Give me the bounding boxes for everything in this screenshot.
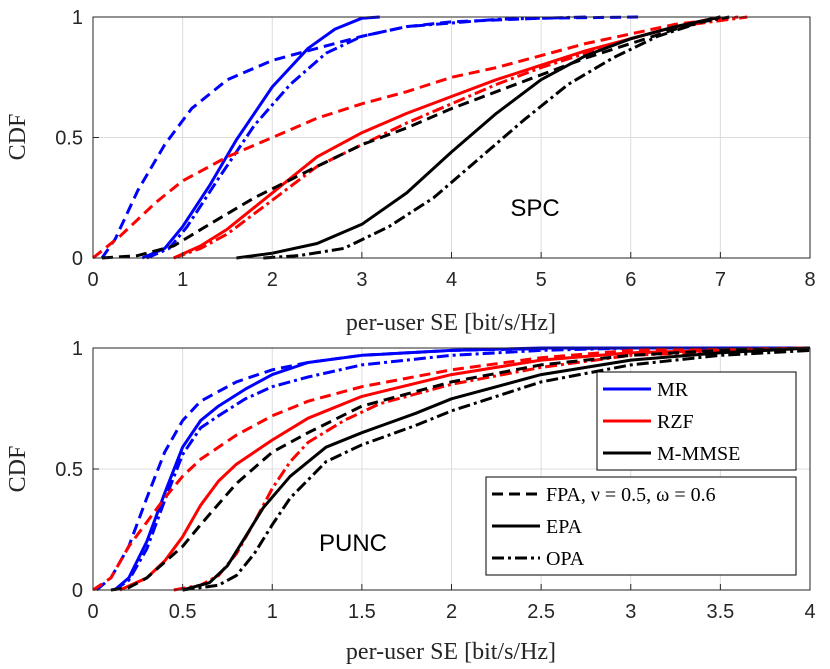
- punc-x-tick-label: 1: [267, 601, 278, 623]
- punc-series-rzf-epa: [119, 346, 811, 592]
- spc-x-tick-label: 2: [267, 269, 278, 291]
- punc-x-ticks: 0 0.5 1 1.5 2 2.5 3 3.5 4: [87, 584, 816, 623]
- punc-y-ticks: 00.51: [55, 338, 99, 602]
- punc-y-tick-label: 0.5: [55, 459, 83, 481]
- spc-x-tick-label: 8: [804, 269, 815, 291]
- spc-x-tick-label: 3: [356, 269, 367, 291]
- spc-series-rzf-fpa: [92, 15, 739, 260]
- spc-x-tick-label: 6: [625, 269, 636, 291]
- punc-annotation: PUNC: [319, 530, 387, 557]
- legend-epa-label: EPA: [546, 516, 583, 538]
- spc-x-tick-label: 7: [715, 269, 726, 291]
- spc-x-tick-label: 5: [536, 269, 547, 291]
- spc-series-m-mmse-fpa: [101, 15, 721, 260]
- legend-opa-label: OPA: [546, 548, 585, 570]
- punc-x-tick-label: 0: [87, 601, 98, 623]
- punc-series-mr-opa: [113, 346, 810, 592]
- spc-series-m-mmse-epa: [236, 15, 721, 260]
- spc-x-ticks: 0 1 2 3 4 5 6 7 8: [87, 252, 816, 291]
- spc-series-mr-epa: [141, 15, 380, 260]
- spc-y-tick-label: 0: [72, 248, 83, 270]
- spc-series-mr-fpa: [100, 15, 640, 259]
- spc-x-tick-label: 4: [446, 269, 457, 291]
- punc-series-group: [92, 346, 811, 592]
- punc-x-tick-label: 3: [625, 601, 636, 623]
- spc-x-tick-label: 1: [177, 269, 188, 291]
- spc-y-tick-label: 0.5: [55, 128, 83, 150]
- punc-y-tick-label: 1: [72, 338, 83, 360]
- spc-annotation: SPC: [510, 195, 559, 222]
- punc-x-axis-label: per-user SE [bit/s/Hz]: [346, 639, 556, 665]
- legend-rzf-label: RZF: [657, 411, 694, 433]
- legend-mr-label: MR: [657, 379, 689, 401]
- punc-y-axis-label: CDF: [5, 446, 31, 493]
- spc-x-tick-label: 0: [87, 269, 98, 291]
- punc-x-tick-label: 3.5: [706, 601, 734, 623]
- punc-x-tick-label: 0.5: [169, 601, 197, 623]
- punc-x-tick-label: 4: [804, 601, 815, 623]
- punc-x-tick-label: 2.5: [527, 601, 555, 623]
- punc-x-tick-label: 1.5: [348, 601, 376, 623]
- punc-panel: 0 0.5 1 1.5 2 2.5 3 3.5 4 00.51 PUNC per-user SE…: [5, 338, 816, 665]
- spc-x-axis-label: per-user SE [bit/s/Hz]: [346, 310, 556, 336]
- punc-series-mr-epa: [113, 346, 810, 592]
- spc-y-ticks: 00.51: [55, 7, 99, 270]
- spc-series-m-mmse-opa: [263, 15, 730, 260]
- spc-series-mr-opa: [146, 15, 586, 260]
- legend-fpa-label: FPA, ν = 0.5, ω = 0.6: [546, 484, 716, 506]
- punc-series-rzf-fpa: [92, 346, 811, 592]
- spc-y-tick-label: 1: [72, 7, 83, 29]
- punc-y-tick-label: 0: [72, 580, 83, 602]
- punc-x-tick-label: 2: [446, 601, 457, 623]
- punc-series-m-mmse-opa: [182, 348, 811, 592]
- legend-mmmse-label: M-MMSE: [657, 443, 740, 465]
- spc-series-group: [92, 15, 748, 260]
- punc-series-m-mmse-epa: [182, 346, 811, 592]
- spc-y-axis-label: CDF: [5, 114, 31, 161]
- legend-styles: FPA, ν = 0.5, ω = 0.6 EPA OPA: [485, 476, 797, 576]
- legend-colors: MR RZF M-MMSE: [596, 371, 797, 471]
